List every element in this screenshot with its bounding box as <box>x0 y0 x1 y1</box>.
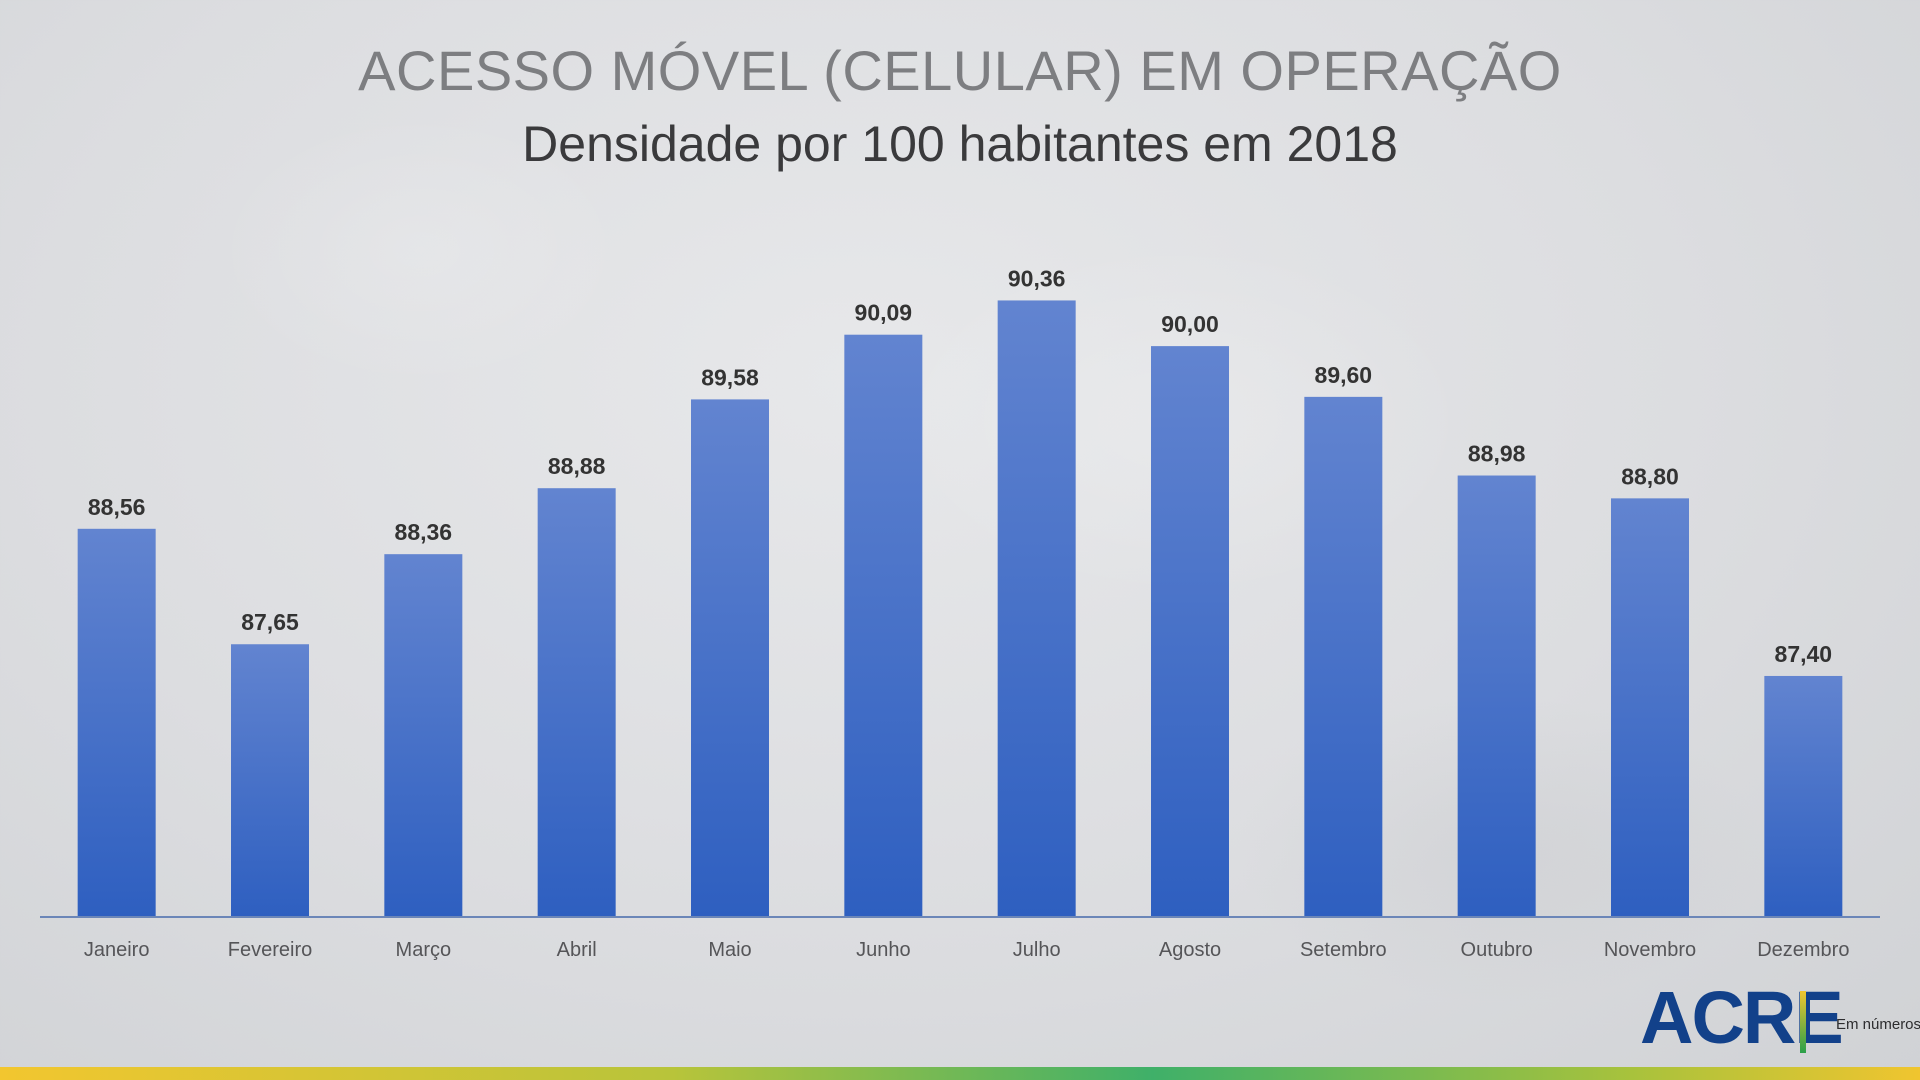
x-tick-label: Janeiro <box>84 939 150 961</box>
data-label: 89,58 <box>701 364 759 390</box>
x-tick-label: Maio <box>708 939 751 961</box>
bar-agosto <box>1151 346 1229 917</box>
x-tick-label: Setembro <box>1300 939 1387 961</box>
bar-fevereiro <box>231 644 309 917</box>
data-label: 89,60 <box>1315 362 1373 388</box>
x-tick-label: Março <box>396 939 452 961</box>
chart-subtitle: Densidade por 100 habitantes em 2018 <box>522 116 1398 172</box>
bar-junho <box>844 334 923 917</box>
data-label: 90,36 <box>1008 265 1066 291</box>
x-tick-label: Junho <box>856 939 911 961</box>
bar-abril <box>537 488 616 917</box>
x-tick-label: Agosto <box>1159 939 1221 961</box>
bottom-color-stripe <box>0 1067 1920 1080</box>
data-label: 87,65 <box>241 609 299 635</box>
data-label: 88,88 <box>548 453 606 479</box>
data-label: 88,56 <box>88 494 146 520</box>
acre-logo: ACRE Em números <box>1640 977 1920 1059</box>
bar-janeiro <box>77 528 156 917</box>
bar-dezembro <box>1764 675 1843 917</box>
data-label: 88,98 <box>1468 441 1526 467</box>
bar-maio <box>691 399 769 917</box>
bar-novembro <box>1611 498 1689 917</box>
logo-tagline: Em números <box>1836 1016 1920 1033</box>
data-label: 88,80 <box>1621 463 1679 489</box>
x-tick-label: Julho <box>1013 939 1061 961</box>
bar-julho <box>997 300 1076 918</box>
bar-março <box>384 554 463 917</box>
x-tick-label: Fevereiro <box>228 939 312 961</box>
data-label: 88,36 <box>395 519 453 545</box>
data-label: 87,40 <box>1775 641 1833 667</box>
x-tick-label: Dezembro <box>1757 939 1849 961</box>
data-label: 90,00 <box>1161 311 1219 337</box>
logo-accent-bar <box>1800 991 1806 1053</box>
x-tick-label: Novembro <box>1604 939 1696 961</box>
logo-wordmark: ACRE <box>1640 976 1844 1059</box>
x-tick-label: Abril <box>557 939 597 961</box>
x-tick-label: Outubro <box>1461 939 1533 961</box>
bar-setembro <box>1304 396 1383 917</box>
bar-outubro <box>1457 475 1536 917</box>
data-label: 90,09 <box>855 300 913 326</box>
chart-title: ACESSO MÓVEL (CELULAR) EM OPERAÇÃO <box>358 39 1562 102</box>
